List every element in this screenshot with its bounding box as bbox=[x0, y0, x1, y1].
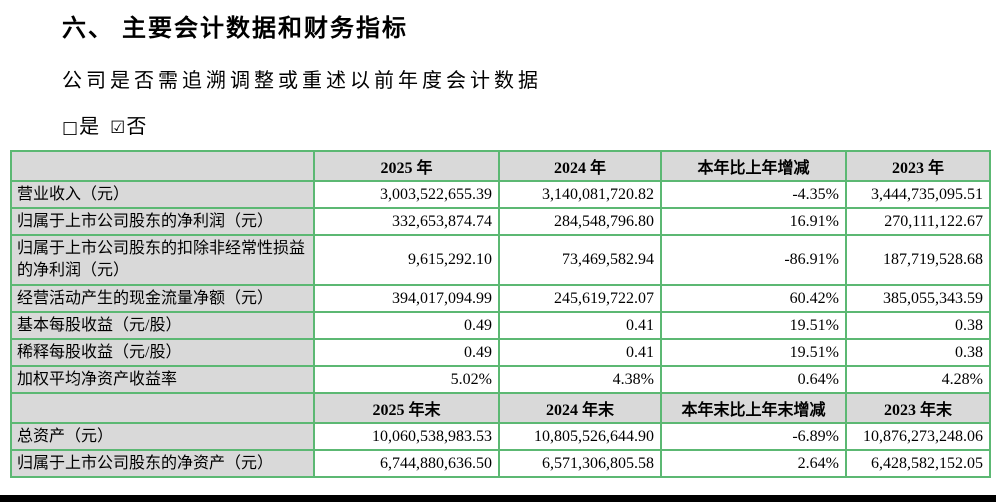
value-cell: 0.38 bbox=[845, 338, 991, 367]
col-header-blank bbox=[10, 150, 315, 182]
option-no-label: 否 bbox=[126, 116, 148, 138]
checkbox-unchecked-icon: □ bbox=[62, 118, 80, 138]
col-header-blank bbox=[10, 392, 315, 424]
table-row: 归属于上市公司股东的净资产（元） 6,744,880,636.50 6,571,… bbox=[10, 449, 991, 478]
value-cell: 0.41 bbox=[498, 311, 662, 340]
value-cell: 394,017,094.99 bbox=[313, 284, 500, 313]
restatement-options: □是 ☑否 bbox=[62, 110, 147, 139]
value-cell: -86.91% bbox=[660, 234, 847, 286]
value-cell: 19.51% bbox=[660, 338, 847, 367]
value-cell: 3,140,081,720.82 bbox=[498, 180, 662, 209]
value-cell: 0.64% bbox=[660, 365, 847, 394]
option-yes-label: 是 bbox=[79, 116, 101, 138]
value-cell: 3,003,522,655.39 bbox=[313, 180, 500, 209]
col-header-2025: 2025 年 bbox=[313, 150, 500, 182]
value-cell: 10,805,526,644.90 bbox=[498, 422, 662, 451]
value-cell: 6,744,880,636.50 bbox=[313, 449, 500, 478]
metric-label-cell: 基本每股收益（元/股） bbox=[10, 311, 315, 340]
value-cell: 6,428,582,152.05 bbox=[845, 449, 991, 478]
value-cell: 10,060,538,983.53 bbox=[313, 422, 500, 451]
table-row: 经营活动产生的现金流量净额（元） 394,017,094.99 245,619,… bbox=[10, 284, 991, 313]
col-header-yearend-change: 本年末比上年末增减 bbox=[660, 392, 847, 424]
table-row: 营业收入（元） 3,003,522,655.39 3,140,081,720.8… bbox=[10, 180, 991, 209]
value-cell: 0.49 bbox=[313, 311, 500, 340]
value-cell: 4.28% bbox=[845, 365, 991, 394]
table-row: 归属于上市公司股东的扣除非经常性损益的净利润（元） 9,615,292.10 7… bbox=[10, 234, 991, 286]
window-bottom-edge-bar bbox=[0, 495, 996, 502]
value-cell: 6,571,306,805.58 bbox=[498, 449, 662, 478]
table-row: 基本每股收益（元/股） 0.49 0.41 19.51% 0.38 bbox=[10, 311, 991, 340]
value-cell: 332,653,874.74 bbox=[313, 207, 500, 236]
table-row: 归属于上市公司股东的净利润（元） 332,653,874.74 284,548,… bbox=[10, 207, 991, 236]
table-row: 总资产（元） 10,060,538,983.53 10,805,526,644.… bbox=[10, 422, 991, 451]
metric-label-cell: 加权平均净资产收益率 bbox=[10, 365, 315, 394]
checkbox-checked-icon: ☑ bbox=[110, 118, 127, 138]
section-heading: 六、 主要会计数据和财务指标 bbox=[62, 16, 408, 42]
table-header-row-yearend: 2025 年末 2024 年末 本年末比上年末增减 2023 年末 bbox=[10, 392, 991, 424]
metric-label-cell: 经营活动产生的现金流量净额（元） bbox=[10, 284, 315, 313]
metric-label-cell: 归属于上市公司股东的净利润（元） bbox=[10, 207, 315, 236]
value-cell: -6.89% bbox=[660, 422, 847, 451]
option-yes: □是 bbox=[62, 116, 100, 138]
value-cell: 3,444,735,095.51 bbox=[845, 180, 991, 209]
col-header-yoy-change: 本年比上年增减 bbox=[660, 150, 847, 182]
value-cell: 10,876,273,248.06 bbox=[845, 422, 991, 451]
value-cell: 187,719,528.68 bbox=[845, 234, 991, 286]
value-cell: 9,615,292.10 bbox=[313, 234, 500, 286]
value-cell: 60.42% bbox=[660, 284, 847, 313]
col-header-2025-end: 2025 年末 bbox=[313, 392, 500, 424]
table-row: 加权平均净资产收益率 5.02% 4.38% 0.64% 4.28% bbox=[10, 365, 991, 394]
metric-label-cell: 营业收入（元） bbox=[10, 180, 315, 209]
value-cell: 19.51% bbox=[660, 311, 847, 340]
value-cell: 270,111,122.67 bbox=[845, 207, 991, 236]
value-cell: 2.64% bbox=[660, 449, 847, 478]
metric-label-cell: 归属于上市公司股东的扣除非经常性损益的净利润（元） bbox=[10, 234, 315, 286]
restatement-question: 公司是否需追溯调整或重述以前年度会计数据 bbox=[62, 70, 542, 92]
metric-label-cell: 归属于上市公司股东的净资产（元） bbox=[10, 449, 315, 478]
value-cell: 284,548,796.80 bbox=[498, 207, 662, 236]
value-cell: -4.35% bbox=[660, 180, 847, 209]
value-cell: 385,055,343.59 bbox=[845, 284, 991, 313]
metric-label-cell: 稀释每股收益（元/股） bbox=[10, 338, 315, 367]
financial-indicators-table: 2025 年 2024 年 本年比上年增减 2023 年 营业收入（元） 3,0… bbox=[10, 150, 991, 478]
col-header-2023-end: 2023 年末 bbox=[845, 392, 991, 424]
table-header-row-annual: 2025 年 2024 年 本年比上年增减 2023 年 bbox=[10, 150, 991, 182]
value-cell: 4.38% bbox=[498, 365, 662, 394]
value-cell: 0.38 bbox=[845, 311, 991, 340]
value-cell: 245,619,722.07 bbox=[498, 284, 662, 313]
col-header-2024: 2024 年 bbox=[498, 150, 662, 182]
value-cell: 5.02% bbox=[313, 365, 500, 394]
value-cell: 16.91% bbox=[660, 207, 847, 236]
value-cell: 0.49 bbox=[313, 338, 500, 367]
value-cell: 0.41 bbox=[498, 338, 662, 367]
metric-label-cell: 总资产（元） bbox=[10, 422, 315, 451]
value-cell: 73,469,582.94 bbox=[498, 234, 662, 286]
col-header-2023: 2023 年 bbox=[845, 150, 991, 182]
col-header-2024-end: 2024 年末 bbox=[498, 392, 662, 424]
option-no: ☑否 bbox=[110, 116, 147, 138]
table-row: 稀释每股收益（元/股） 0.49 0.41 19.51% 0.38 bbox=[10, 338, 991, 367]
